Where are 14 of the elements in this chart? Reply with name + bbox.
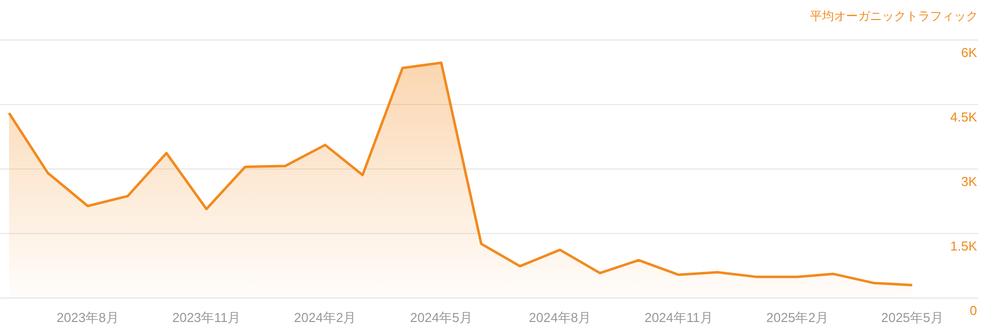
y-tick-label: 0 [970, 302, 977, 318]
x-tick-label: 2025年5月 [881, 310, 944, 326]
x-tick-label: 2025年2月 [766, 310, 828, 326]
y-tick-label: 6K [961, 44, 978, 60]
y-tick-label: 3K [961, 174, 978, 189]
x-tick-label: 2024年11月 [644, 310, 713, 326]
y-tick-label: 1.5K [950, 238, 978, 254]
x-tick-label: 2023年11月 [172, 310, 241, 326]
x-tick-label: 2024年2月 [294, 310, 356, 326]
y-axis-title: 平均オーガニックトラフィック [810, 9, 978, 23]
x-tick-label: 2024年8月 [528, 310, 592, 326]
y-tick-label: 4.5K [950, 109, 978, 124]
x-tick-label: 2023年8月 [56, 310, 119, 326]
x-tick-label: 2024年5月 [410, 310, 472, 326]
